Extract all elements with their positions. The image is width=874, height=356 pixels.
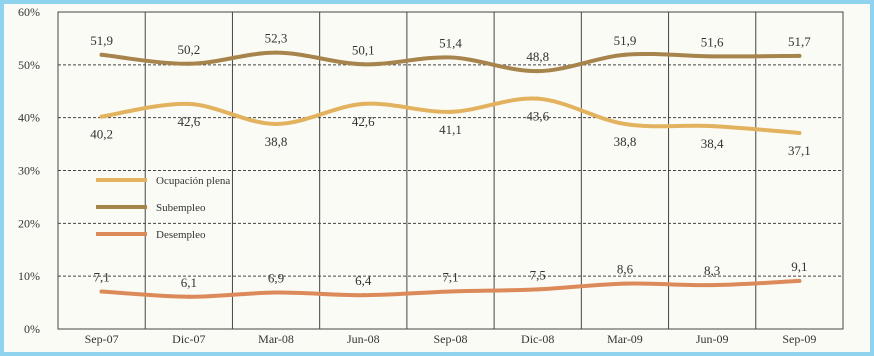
data-label: 51,7	[788, 34, 811, 49]
data-point	[274, 122, 279, 127]
data-point	[99, 114, 104, 119]
data-point	[622, 52, 627, 57]
data-label: 40,2	[90, 127, 113, 142]
data-point	[535, 96, 540, 101]
data-point	[448, 55, 453, 60]
data-label: 51,9	[614, 33, 637, 48]
y-tick-label: 60%	[18, 5, 40, 19]
data-point	[99, 52, 104, 57]
data-point	[710, 283, 715, 288]
data-point	[361, 293, 366, 298]
legend-label: Desempleo	[156, 229, 206, 241]
data-point	[99, 289, 104, 294]
data-label: 6,9	[268, 271, 284, 286]
data-label: 38,8	[614, 134, 637, 149]
y-tick-label: 30%	[18, 164, 40, 178]
data-point	[186, 61, 191, 66]
data-point	[361, 101, 366, 106]
x-tick-label: Jun-08	[347, 332, 380, 346]
y-tick-label: 20%	[18, 216, 40, 230]
data-label: 9,1	[791, 259, 807, 274]
data-point	[186, 294, 191, 299]
data-point	[797, 278, 802, 283]
legend-label: Ocupación plena	[156, 175, 230, 187]
data-point	[622, 122, 627, 127]
data-point	[448, 109, 453, 114]
y-tick-label: 50%	[18, 58, 40, 72]
data-point	[186, 101, 191, 106]
data-label: 42,6	[352, 114, 375, 129]
data-label: 38,8	[265, 134, 288, 149]
data-point	[274, 50, 279, 55]
data-label: 6,4	[355, 273, 372, 288]
data-label: 52,3	[265, 31, 288, 46]
x-tick-label: Mar-08	[258, 332, 294, 346]
data-label: 7,1	[442, 269, 458, 284]
data-point	[710, 54, 715, 59]
data-label: 51,4	[439, 35, 462, 50]
y-tick-label: 10%	[18, 269, 40, 283]
x-tick-label: Sep-09	[782, 332, 816, 346]
x-tick-label: Dic-08	[521, 332, 554, 346]
data-label: 51,9	[90, 33, 113, 48]
data-label: 7,5	[530, 267, 546, 282]
legend-label: Subempleo	[156, 202, 206, 214]
data-label: 50,2	[177, 42, 200, 57]
data-point	[274, 290, 279, 295]
data-point	[797, 130, 802, 135]
data-label: 38,4	[701, 136, 724, 151]
data-label: 7,1	[93, 269, 109, 284]
data-label: 8,3	[704, 263, 720, 278]
y-tick-label: 0%	[24, 322, 40, 336]
x-tick-label: Sep-07	[85, 332, 119, 346]
data-label: 37,1	[788, 143, 811, 158]
data-point	[361, 62, 366, 67]
data-label: 51,6	[701, 34, 724, 49]
data-point	[622, 281, 627, 286]
data-point	[535, 287, 540, 292]
data-label: 6,1	[181, 275, 197, 290]
data-point	[710, 124, 715, 129]
data-label: 50,1	[352, 42, 375, 57]
x-tick-label: Jun-09	[696, 332, 729, 346]
y-tick-label: 40%	[18, 111, 40, 125]
data-label: 8,6	[617, 262, 634, 277]
x-tick-label: Sep-08	[434, 332, 468, 346]
x-tick-label: Dic-07	[172, 332, 205, 346]
data-point	[797, 53, 802, 58]
x-tick-label: Mar-09	[607, 332, 643, 346]
data-point	[448, 289, 453, 294]
data-label: 41,1	[439, 122, 462, 137]
data-label: 42,6	[177, 114, 200, 129]
data-label: 48,8	[526, 49, 549, 64]
data-point	[535, 69, 540, 74]
data-label: 43,6	[526, 109, 549, 124]
